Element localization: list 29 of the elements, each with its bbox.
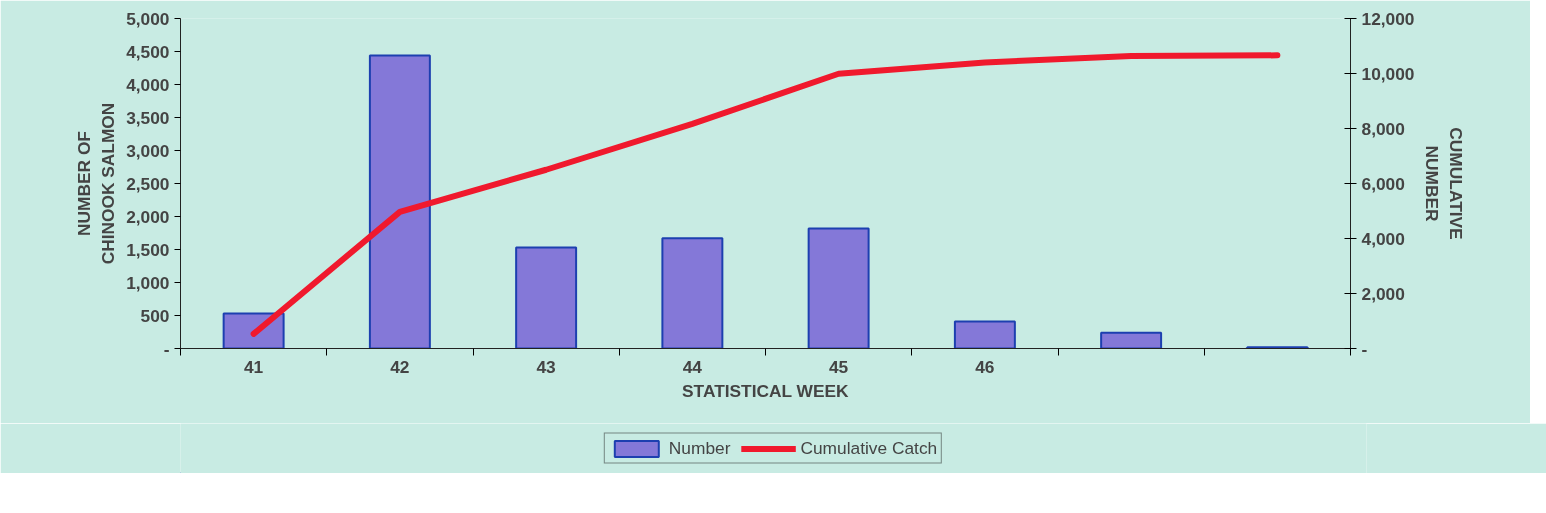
- y2-tick-label: 10,000: [1361, 63, 1415, 84]
- y-axis-title: NUMBER OF CHINOOK SALMON: [74, 102, 119, 265]
- y-tick-label: 2,000: [126, 206, 170, 227]
- y-tick-label: 4,000: [126, 74, 170, 95]
- y-tick-label: 3,000: [126, 140, 170, 161]
- y-tick-label: 4,500: [126, 41, 170, 62]
- y-tick-label: 5,000: [126, 8, 170, 29]
- x-tick-label: 43: [536, 356, 557, 377]
- y2-tick-label: 6,000: [1361, 173, 1405, 194]
- y2-tick-label: 2,000: [1361, 283, 1405, 304]
- y2-tick-label: 12,000: [1361, 8, 1415, 29]
- x-axis-title: STATISTICAL WEEK: [682, 380, 850, 401]
- y-tick-label: 1,500: [126, 239, 170, 260]
- x-tick-label: 42: [390, 356, 410, 377]
- x-tick-label: 41: [243, 356, 264, 377]
- x-tick-label: 45: [828, 356, 849, 377]
- y-tick-label: 1,000: [126, 272, 170, 293]
- y-tick-label: -: [163, 338, 170, 359]
- y-tick-label: 2,500: [126, 173, 170, 194]
- legend-label: Number: [668, 437, 731, 459]
- y2-tick-label: 4,000: [1361, 228, 1405, 249]
- x-tick-label: 44: [682, 356, 703, 377]
- y-tick-label: 3,500: [126, 107, 170, 128]
- legend-label: Cumulative Catch: [800, 437, 938, 459]
- y2-tick-label: 8,000: [1361, 118, 1405, 139]
- x-tick-label: 46: [975, 356, 995, 377]
- y2-tick-label: -: [1361, 338, 1368, 359]
- y2-axis-title: CUMULATIVE NUMBER: [1422, 127, 1467, 240]
- y-tick-label: 500: [140, 305, 170, 326]
